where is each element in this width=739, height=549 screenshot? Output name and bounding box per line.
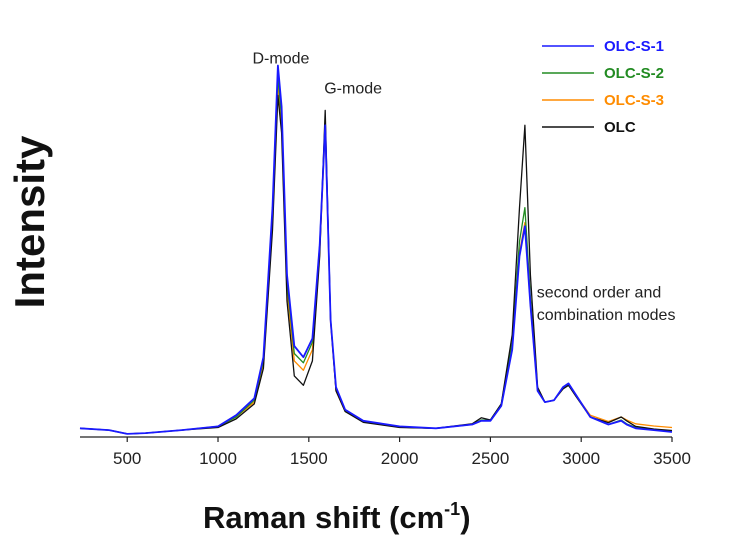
series-line-olc-s-2 [79, 76, 673, 435]
x-axis-label-superscript: -1 [444, 499, 460, 519]
series-line-olc [79, 94, 673, 435]
x-tick-label: 3500 [653, 449, 691, 468]
x-tick-label: 2000 [381, 449, 419, 468]
x-axis-label-close: ) [460, 500, 470, 535]
x-tick-label: 2500 [471, 449, 509, 468]
x-axis-label-main: Raman shift (cm [203, 500, 444, 535]
legend-label: OLC-S-2 [604, 65, 664, 82]
legend: OLC-S-1 OLC-S-2 OLC-S-3 OLC [542, 38, 664, 136]
annotation-label: G-mode [324, 81, 382, 98]
annotation-label: D-mode [253, 51, 310, 68]
legend-label: OLC-S-3 [604, 92, 664, 109]
annotations: D-mode G-mode second order and combination … [253, 51, 676, 324]
axes: 500 1000 1500 2000 2500 3000 3500 [80, 436, 691, 468]
legend-label: OLC [604, 119, 636, 136]
annotation-label: combination modes [537, 307, 676, 324]
legend-label: OLC-S-1 [604, 38, 664, 55]
annotation-label: second order and [537, 284, 662, 301]
series-line-olc-s-1 [79, 64, 673, 435]
x-tick-label: 3000 [562, 449, 600, 468]
series-layer [79, 64, 673, 435]
x-ticks: 500 1000 1500 2000 2500 3000 3500 [113, 437, 691, 468]
series-line-olc-s-3 [79, 83, 673, 435]
x-tick-label: 1000 [199, 449, 237, 468]
x-tick-label: 500 [113, 449, 141, 468]
y-axis-label: Intensity [6, 135, 53, 308]
x-axis-label: Raman shift (cm-1) [203, 499, 471, 535]
x-tick-label: 1500 [290, 449, 328, 468]
plot-area [79, 64, 673, 435]
